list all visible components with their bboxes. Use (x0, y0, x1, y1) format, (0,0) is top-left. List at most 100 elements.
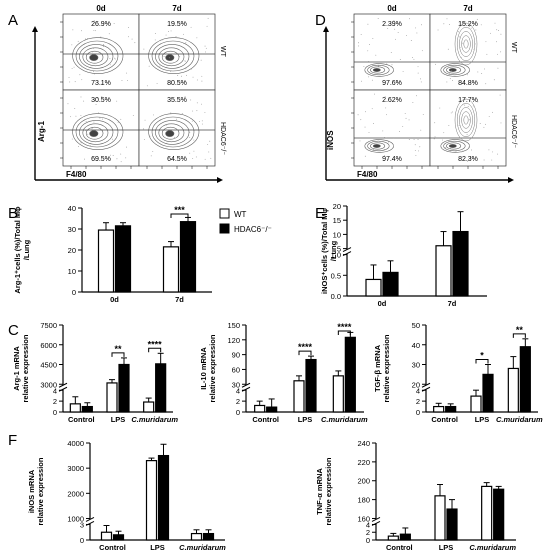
y-tick-label: 4500 (40, 361, 57, 370)
flow-d-dot (415, 95, 417, 97)
flow-a-dot (189, 152, 191, 154)
y-tick-label: 150 (227, 321, 240, 330)
flow-d-dot (471, 156, 473, 158)
bar-wt (365, 278, 382, 297)
flow-d-dot (377, 18, 379, 19)
flow-a-contour-0-0-1 (89, 54, 99, 61)
flow-d-dot (411, 57, 413, 59)
flow-d-dot (468, 119, 470, 121)
flow-d-dot (413, 139, 415, 140)
panel-label-f: F (8, 432, 17, 449)
flow-a-contour-0-1-5 (151, 40, 195, 72)
flow-d-dot (368, 76, 370, 78)
flow-d-dot (497, 153, 499, 155)
y-axis-label-line: relative expression (324, 457, 333, 525)
flow-a-dot (92, 71, 94, 73)
flow-a-dot (70, 116, 72, 118)
y-tick-label: 0 (236, 408, 240, 417)
flow-a-dot (101, 118, 103, 120)
flow-a-col-7d: 7d (172, 4, 181, 13)
flow-d-dot (387, 28, 389, 30)
flow-d-contour-0-1-4 (440, 63, 470, 77)
flow-d-dot (500, 33, 502, 35)
flow-d-dot (455, 150, 457, 152)
y-tick-label: 20 (333, 202, 341, 211)
flow-d-dot (446, 18, 448, 20)
flow-a-dot (108, 33, 110, 35)
significance-label: **** (148, 339, 163, 349)
flow-a-dot (79, 74, 81, 76)
flow-a-dot (185, 68, 187, 70)
flow-d-dot (422, 114, 424, 115)
flow-a-dot (94, 73, 96, 75)
bar-wt (433, 405, 445, 413)
y-axis-label-line: relative expression (21, 334, 30, 402)
flow-d-dot (446, 81, 448, 83)
flow-d-dot (414, 149, 416, 151)
flow-a-dot (207, 144, 209, 145)
flow-d-dot (420, 129, 422, 131)
flow-d-dot (383, 149, 385, 150)
flow-a-dot (95, 30, 97, 32)
flow-a-contour-1-0-5 (75, 116, 119, 148)
flow-d-dot (371, 108, 373, 110)
y-tick-label: 20 (68, 246, 76, 255)
flow-d-dot (484, 68, 485, 70)
flow-d-contour-0-1-1 (448, 68, 457, 72)
flow-a-dot (81, 79, 83, 81)
flow-a-dot (200, 59, 202, 61)
axis-break-mark (241, 382, 251, 388)
flow-d-dot (416, 32, 418, 34)
y-axis-label: TGF-β mRNArelative expression (373, 334, 391, 402)
flow-d-dot (402, 126, 404, 127)
flow-a-dot (210, 157, 212, 159)
y-axis-label-line: iNOS⁺cells (%)/Total Mφ (320, 207, 329, 293)
flow-a-lower-1-1: 64.5% (167, 156, 187, 163)
flow-a-dot (179, 56, 181, 57)
flow-d-dot (373, 148, 375, 150)
flow-d-dot (415, 27, 417, 29)
flow-a-dot (69, 81, 71, 83)
panel-label-a: A (8, 12, 18, 29)
flow-a-dot (152, 150, 154, 152)
flow-d-dot (475, 29, 477, 31)
panel-label-d: D (315, 12, 326, 29)
flow-a-contour-1-0-1 (89, 130, 99, 137)
flow-d-dot (409, 18, 410, 20)
significance-bracket (475, 359, 489, 364)
flow-a-dot (80, 142, 82, 144)
x-tick-label: C.muridarum (321, 415, 368, 424)
flow-a-dot (208, 151, 210, 153)
x-tick-label: C.muridarum (469, 543, 516, 552)
x-tick-label: LPS (439, 543, 454, 552)
flow-a-dot (86, 122, 88, 124)
y-tick-label: 30 (412, 361, 420, 370)
y-tick-label: 50 (412, 321, 420, 330)
flow-a-dot (132, 114, 134, 116)
y-axis-label-line: TGF-β mRNA (373, 344, 382, 392)
y-tick-label: 40 (68, 204, 76, 213)
flow-a-dot (81, 30, 83, 32)
flow-a-dot (116, 100, 118, 102)
flow-a-dot (102, 133, 104, 135)
bar-ko (446, 508, 458, 541)
flow-d-dot (385, 114, 387, 116)
flow-a-dot (209, 140, 211, 142)
flow-d-dot (451, 70, 453, 72)
flow-a-dot (192, 76, 194, 78)
flow-a-dot (120, 118, 122, 120)
flow-a-dot (113, 23, 115, 25)
flow-a-dot (72, 29, 74, 31)
bar-wt (69, 403, 81, 413)
flow-a-upper-0-0: 26.9% (91, 21, 111, 28)
significance-bracket (337, 330, 351, 335)
flow-a-dot (152, 114, 154, 116)
significance-label: ** (516, 325, 524, 335)
flow-d-contour-0-1-3 (443, 64, 466, 76)
flow-a-dot (83, 100, 85, 102)
flow-a-dot (168, 31, 169, 33)
y-axis-label-line: IL-10 mRNA (199, 347, 208, 390)
flow-d-dot (417, 139, 419, 140)
